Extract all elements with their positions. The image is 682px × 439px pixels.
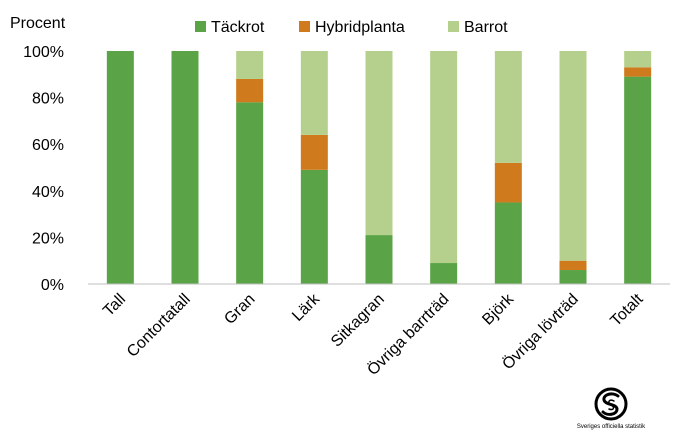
legend-label: Barrot <box>464 19 508 36</box>
bar-segment <box>624 51 652 68</box>
legend-label: Hybridplanta <box>315 19 405 36</box>
bar-segment <box>430 51 458 264</box>
y-axis-ticks: 0% 20% 40% 60% 80% 100% <box>23 44 64 294</box>
sos-logo-icon: Sveriges officiella statistik <box>577 387 646 430</box>
bar-segment <box>236 51 264 79</box>
legend: Täckrot Hybridplanta Barrot <box>195 19 508 36</box>
y-tick-label: 40% <box>32 184 64 201</box>
y-tick-label: 80% <box>32 91 64 108</box>
y-tick-label: 60% <box>32 137 64 154</box>
legend-swatch <box>299 21 310 32</box>
y-tick-label: 0% <box>41 277 64 294</box>
x-tick-label: Totalt <box>607 290 646 329</box>
bar-segment <box>236 102 264 284</box>
legend-swatch <box>195 21 206 32</box>
bar-segment <box>430 263 458 284</box>
x-tick-label: Contortatall <box>124 291 194 361</box>
bar-segment <box>559 260 587 271</box>
y-tick-label: 20% <box>32 230 64 247</box>
bar-segment <box>494 202 522 284</box>
bar-segment <box>624 76 652 284</box>
bar-segment <box>300 169 328 284</box>
x-tick-label: Sitkagran <box>328 291 388 351</box>
legend-swatch <box>448 21 459 32</box>
bar-segment <box>494 162 522 203</box>
x-tick-label: Björk <box>479 290 518 329</box>
bar-segment <box>365 51 393 236</box>
bar-segment <box>300 134 328 170</box>
bar-segment <box>171 51 199 284</box>
x-tick-label: Gran <box>221 291 258 328</box>
y-axis-title: Procent <box>10 15 66 32</box>
bars <box>106 51 652 284</box>
bar-segment <box>106 51 134 284</box>
bar-segment <box>624 67 652 77</box>
bar-segment <box>300 51 328 135</box>
bar-segment <box>559 270 587 284</box>
logo-caption: Sveriges officiella statistik <box>577 424 646 430</box>
legend-label: Täckrot <box>211 19 265 36</box>
bar-segment <box>236 78 264 103</box>
x-tick-label: Lärk <box>289 290 324 325</box>
bar-segment <box>365 235 393 284</box>
x-tick-label: Tall <box>100 291 129 320</box>
y-tick-label: 100% <box>23 44 64 61</box>
bar-segment <box>494 51 522 163</box>
bar-segment <box>559 51 587 261</box>
